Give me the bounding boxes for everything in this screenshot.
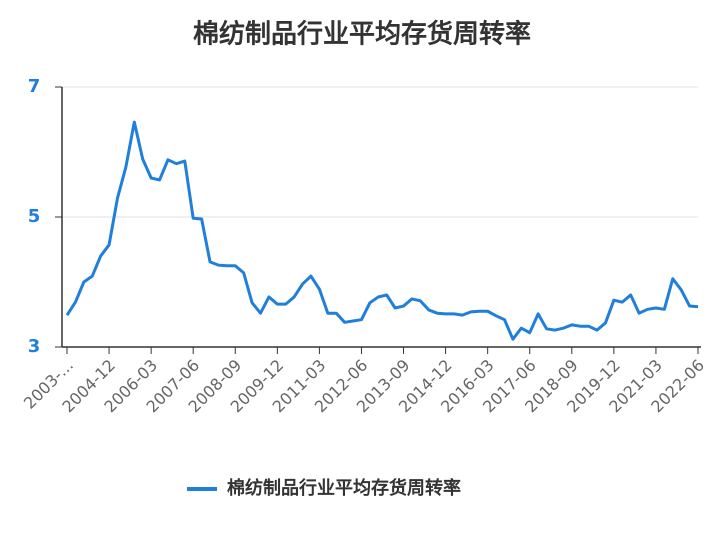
y-tick-label: 5 — [28, 206, 41, 227]
y-tick-label: 7 — [28, 76, 41, 97]
data-line — [65, 120, 699, 341]
legend-label: 棉纺制品行业平均存货周转率 — [227, 477, 461, 499]
chart-title: 棉纺制品行业平均存货周转率 — [193, 19, 531, 50]
y-tick-label: 3 — [28, 336, 41, 357]
